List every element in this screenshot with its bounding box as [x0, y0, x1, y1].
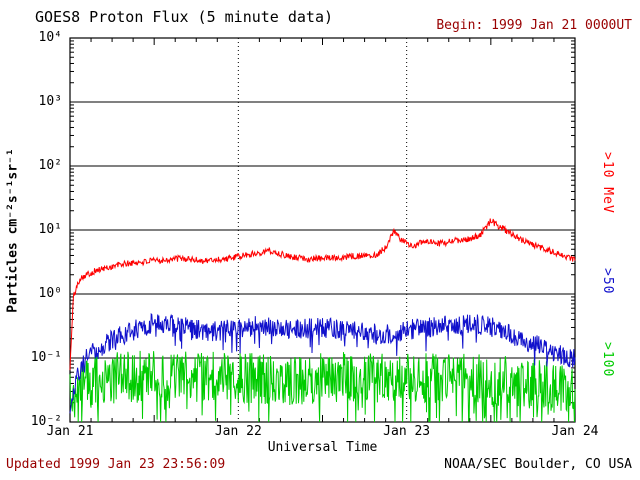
y-tick-label: 10⁻²	[30, 414, 62, 429]
y-tick-label: 10³	[38, 94, 62, 109]
y-tick-label: 10²	[38, 158, 62, 173]
y-tick-label: 10¹	[38, 222, 62, 237]
series-protons_gt_10MeV	[69, 218, 576, 371]
plot-frame	[69, 37, 576, 423]
x-tick-label: Jan 21	[46, 424, 94, 439]
source-credit: NOAA/SEC Boulder, CO USA	[444, 457, 632, 472]
chart-title: GOES8 Proton Flux (5 minute data)	[35, 8, 334, 26]
y-axis-title: Particles cm⁻²s⁻¹sr⁻¹	[0, 38, 26, 422]
y-axis-title-text: Particles cm⁻²s⁻¹sr⁻¹	[5, 147, 21, 313]
legend-gt-100mev: >100	[600, 342, 615, 378]
series-protons_gt_100MeV	[69, 350, 576, 423]
series-protons_gt_50MeV	[69, 312, 576, 414]
x-tick-label: Jan 22	[214, 424, 262, 439]
y-tick-label: 10⁴	[38, 30, 62, 45]
x-tick-label: Jan 23	[383, 424, 431, 439]
y-tick-label: 10⁻¹	[30, 350, 62, 365]
x-axis-title: Universal Time	[267, 440, 378, 455]
y-tick-label: 10⁰	[38, 286, 62, 301]
begin-timestamp: Begin: 1999 Jan 21 0000UT	[436, 18, 632, 33]
legend-gt-10mev: >10 MeV	[600, 152, 615, 214]
legend-gt-50mev: >50	[600, 268, 615, 295]
updated-timestamp: Updated 1999 Jan 23 23:56:09	[6, 457, 226, 472]
x-tick-label: Jan 24	[551, 424, 599, 439]
